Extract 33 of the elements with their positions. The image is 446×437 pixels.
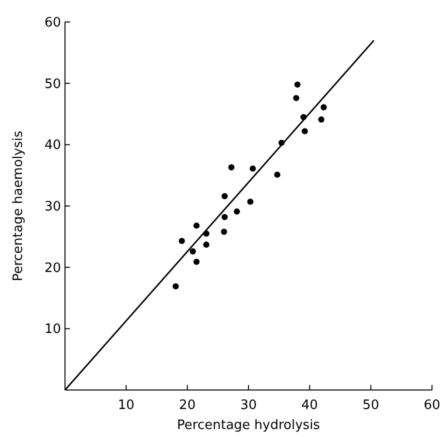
point xyxy=(193,222,200,229)
y-tick-label: 50 xyxy=(44,76,61,92)
point xyxy=(293,94,300,102)
y-tick-label: 20 xyxy=(44,260,61,276)
x-tick-label: 40 xyxy=(301,398,318,413)
x-tick-label: 60 xyxy=(424,398,440,413)
y-tick-label: 40 xyxy=(44,138,61,154)
point xyxy=(222,193,228,200)
point xyxy=(294,81,301,88)
y-tick-label: 10 xyxy=(44,322,61,338)
point xyxy=(250,166,256,172)
point xyxy=(274,172,280,178)
y-tick-label: 60 xyxy=(44,16,61,31)
point xyxy=(318,116,324,123)
point xyxy=(234,208,240,215)
point xyxy=(320,104,327,110)
x-tick-label: 30 xyxy=(240,398,257,413)
point xyxy=(247,198,254,205)
x-tick-label: 10 xyxy=(118,398,134,413)
y-tick-label: 30 xyxy=(44,200,61,215)
x-tick-label: 50 xyxy=(362,398,380,413)
y-axis-title: Percentage haemolysis xyxy=(11,130,26,282)
point xyxy=(172,283,179,290)
point xyxy=(193,258,200,265)
point xyxy=(302,128,308,134)
x-tick-label: 20 xyxy=(179,398,196,413)
point xyxy=(222,214,228,220)
point xyxy=(220,228,228,235)
point xyxy=(228,164,234,170)
point xyxy=(190,248,196,254)
x-axis-title: Percentage hydrolysis xyxy=(177,418,320,433)
point xyxy=(203,242,210,248)
point xyxy=(178,238,185,244)
